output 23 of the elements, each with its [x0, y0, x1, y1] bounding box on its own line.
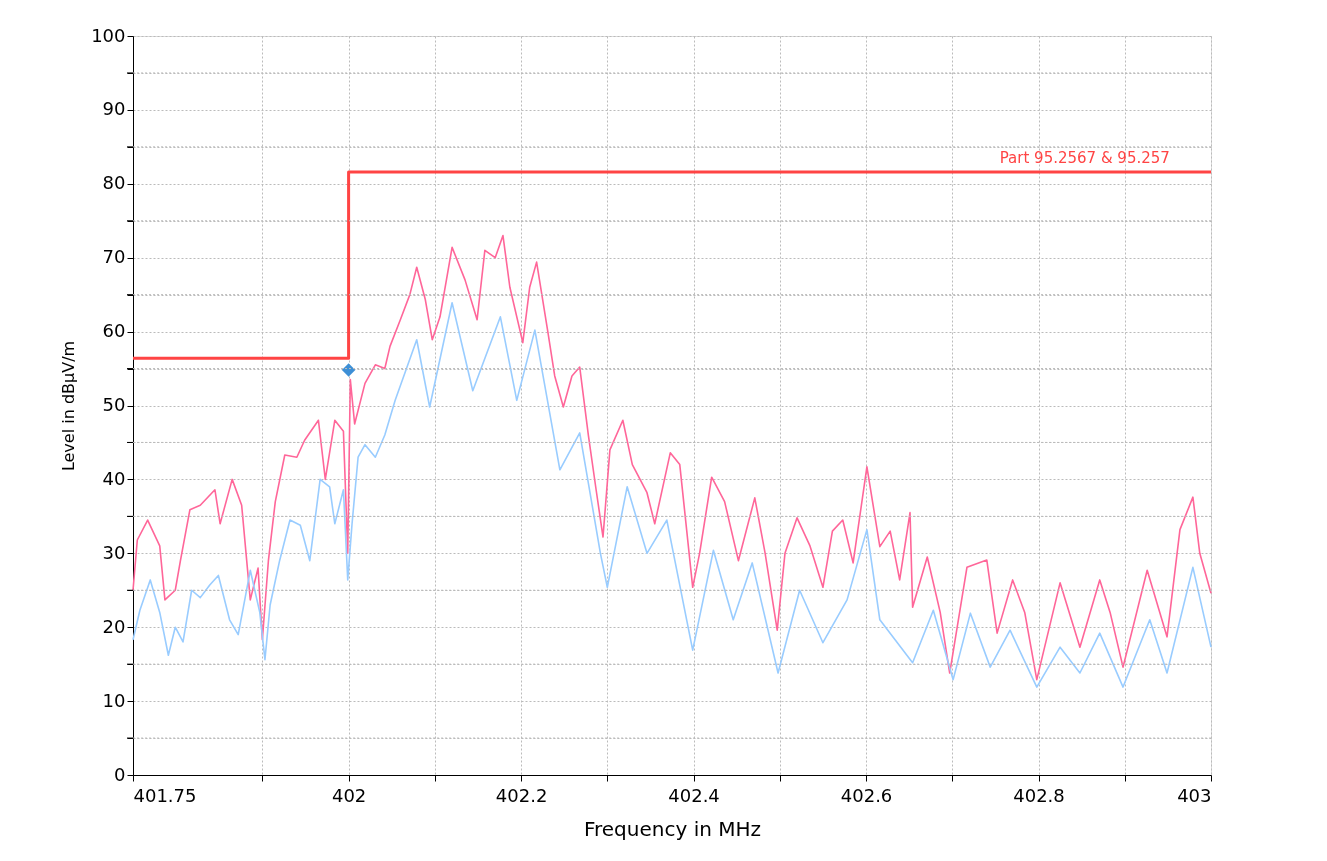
x-axis-title: Frequency in MHz: [583, 816, 762, 841]
line-series: [132, 301, 1212, 688]
y-tick-label: 50: [102, 394, 126, 415]
y-tick-label: 100: [91, 24, 126, 46]
y-tick-label: 80: [102, 172, 126, 194]
y-tick-label: 20: [102, 615, 126, 637]
x-tick-label: 402.4: [668, 784, 720, 806]
x-tick-label: 402: [331, 784, 367, 806]
x-tick-label: 401.75: [133, 784, 197, 806]
y-tick-label: 0: [114, 763, 126, 785]
y-tick-label: 30: [102, 541, 126, 563]
line-series: [132, 234, 1212, 681]
annotation: Part 95.2567 & 95.257: [999, 148, 1170, 167]
y-tick-label: 90: [102, 98, 126, 120]
x-tick-label: 402.8: [1013, 784, 1065, 806]
y-tick-label: 60: [102, 320, 126, 342]
y-axis-title: Level in dBµV/m: [59, 340, 79, 472]
y-tick-label: 40: [102, 467, 126, 489]
y-tick-label: 10: [102, 689, 126, 711]
x-tick-label: 402.6: [840, 784, 893, 806]
x-tick-label: 402.2: [495, 784, 548, 806]
x-tick-label: 403: [1177, 784, 1212, 806]
y-tick-label: 70: [102, 246, 126, 268]
